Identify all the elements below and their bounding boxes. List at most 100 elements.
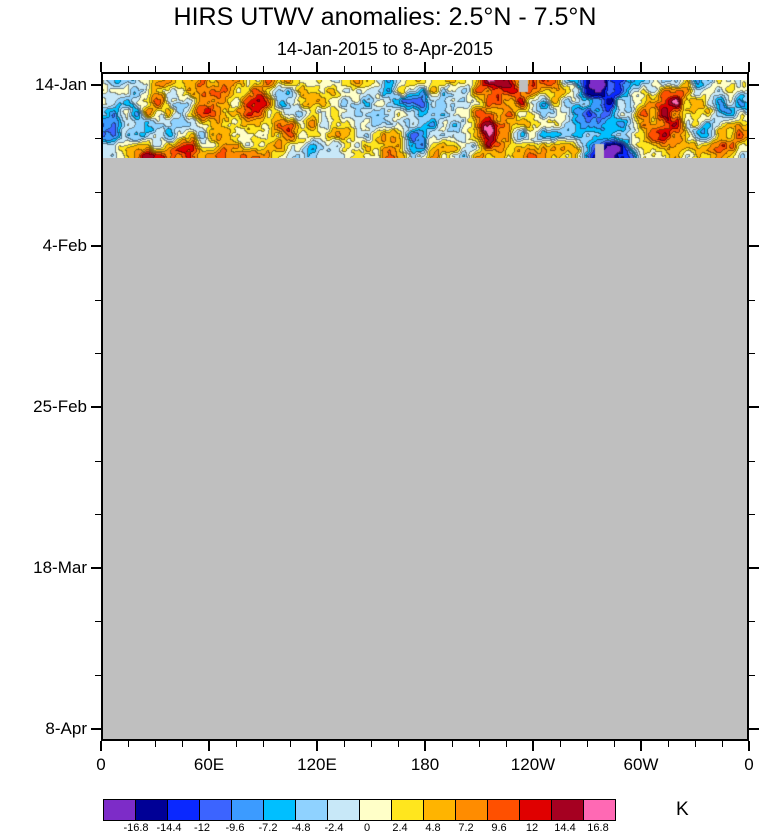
x-minor-tick (667, 66, 669, 72)
x-minor-tick (506, 741, 508, 747)
colorbar-cell (423, 799, 456, 821)
x-minor-tick (397, 741, 399, 747)
missing-data-region (103, 158, 747, 739)
x-minor-tick (560, 66, 561, 72)
colorbar-cell (583, 799, 616, 821)
y-minor-tick (95, 675, 101, 677)
x-major-tick (100, 741, 102, 751)
colorbar-tick-label: -16.8 (123, 822, 149, 834)
x-minor-tick (694, 66, 696, 72)
colorbar-tick-label: -7.2 (258, 822, 278, 834)
y-minor-tick (749, 299, 755, 301)
y-tick-label: 8-Apr (45, 718, 87, 738)
x-minor-tick (506, 66, 508, 72)
x-minor-tick (560, 741, 561, 747)
x-minor-tick (155, 66, 156, 72)
colorbar-tick-label: 2.4 (392, 822, 408, 834)
x-minor-tick (587, 66, 588, 72)
x-minor-tick (479, 741, 480, 747)
x-major-tick (315, 62, 318, 72)
x-minor-tick (128, 66, 129, 72)
y-minor-tick (749, 460, 755, 462)
y-minor-tick (749, 192, 755, 194)
x-minor-tick (479, 66, 480, 72)
y-minor-tick (749, 621, 755, 623)
colorbar-tick-label: 12 (525, 822, 539, 834)
colorbar-tick-label: 14.4 (554, 822, 576, 834)
y-major-tick (91, 566, 101, 569)
x-minor-tick (236, 66, 237, 72)
x-minor-tick (263, 66, 264, 72)
y-major-tick (91, 406, 101, 409)
x-minor-tick (155, 741, 156, 747)
colorbar-cell (455, 799, 488, 821)
x-major-tick (424, 741, 426, 751)
y-minor-tick (95, 192, 101, 194)
x-minor-tick (236, 741, 237, 747)
y-minor-tick (95, 138, 101, 140)
x-major-tick (208, 741, 211, 751)
colorbar-tick-label: 0 (363, 822, 371, 834)
y-minor-tick (95, 621, 101, 623)
colorbar-cell (295, 799, 328, 821)
colorbar (103, 799, 616, 821)
y-major-tick (749, 83, 759, 86)
colorbar-tick-label: -2.4 (324, 822, 344, 834)
x-minor-tick (289, 66, 291, 72)
x-minor-tick (343, 741, 345, 747)
x-tick-label: 0 (96, 755, 106, 774)
y-tick-label: 4-Feb (42, 235, 87, 255)
y-minor-tick (749, 514, 755, 516)
y-major-tick (91, 83, 101, 86)
y-tick-label: 14-Jan (35, 74, 87, 94)
colorbar-tick-label: -4.8 (291, 822, 311, 834)
chart-subtitle: 14-Jan-2015 to 8-Apr-2015 (276, 39, 494, 59)
colorbar-tick-label: 9.6 (491, 822, 507, 834)
y-minor-tick (95, 514, 101, 516)
x-tick-label: 60W (623, 755, 659, 774)
x-minor-tick (370, 741, 372, 747)
colorbar-tick-label: -9.6 (225, 822, 245, 834)
x-minor-tick (182, 741, 184, 747)
colorbar-cell (103, 799, 136, 821)
y-major-tick (91, 727, 101, 730)
x-major-tick (532, 62, 535, 72)
x-minor-tick (587, 741, 588, 747)
y-major-tick (749, 566, 759, 569)
x-major-tick (748, 741, 750, 751)
x-major-tick (315, 741, 318, 751)
x-minor-tick (721, 741, 723, 747)
y-minor-tick (749, 138, 755, 140)
colorbar-tick-label: -12 (194, 822, 210, 834)
colorbar-tick-label: 7.2 (458, 822, 474, 834)
y-tick-label: 18-Mar (33, 557, 87, 577)
y-major-tick (749, 244, 759, 247)
colorbar-cell (487, 799, 520, 821)
x-minor-tick (343, 66, 345, 72)
x-tick-label: 60E (193, 755, 225, 774)
x-minor-tick (128, 741, 129, 747)
x-minor-tick (721, 66, 723, 72)
colorbar-cell (359, 799, 392, 821)
x-minor-tick (452, 741, 453, 747)
colorbar-cell (551, 799, 584, 821)
x-minor-tick (613, 741, 615, 747)
x-major-tick (639, 62, 642, 72)
x-minor-tick (694, 741, 696, 747)
colorbar-cell (519, 799, 552, 821)
y-minor-tick (95, 353, 101, 355)
x-minor-tick (667, 741, 669, 747)
y-major-tick (749, 727, 759, 730)
x-tick-label: 120E (297, 755, 337, 774)
y-minor-tick (95, 460, 101, 462)
y-major-tick (91, 244, 101, 247)
colorbar-cell (327, 799, 360, 821)
x-major-tick (532, 741, 535, 751)
chart-title: HIRS UTWV anomalies: 2.5°N - 7.5°N (173, 3, 597, 31)
y-minor-tick (749, 675, 755, 677)
x-minor-tick (182, 66, 184, 72)
x-major-tick (639, 741, 642, 751)
y-major-tick (749, 406, 759, 409)
x-minor-tick (263, 741, 264, 747)
